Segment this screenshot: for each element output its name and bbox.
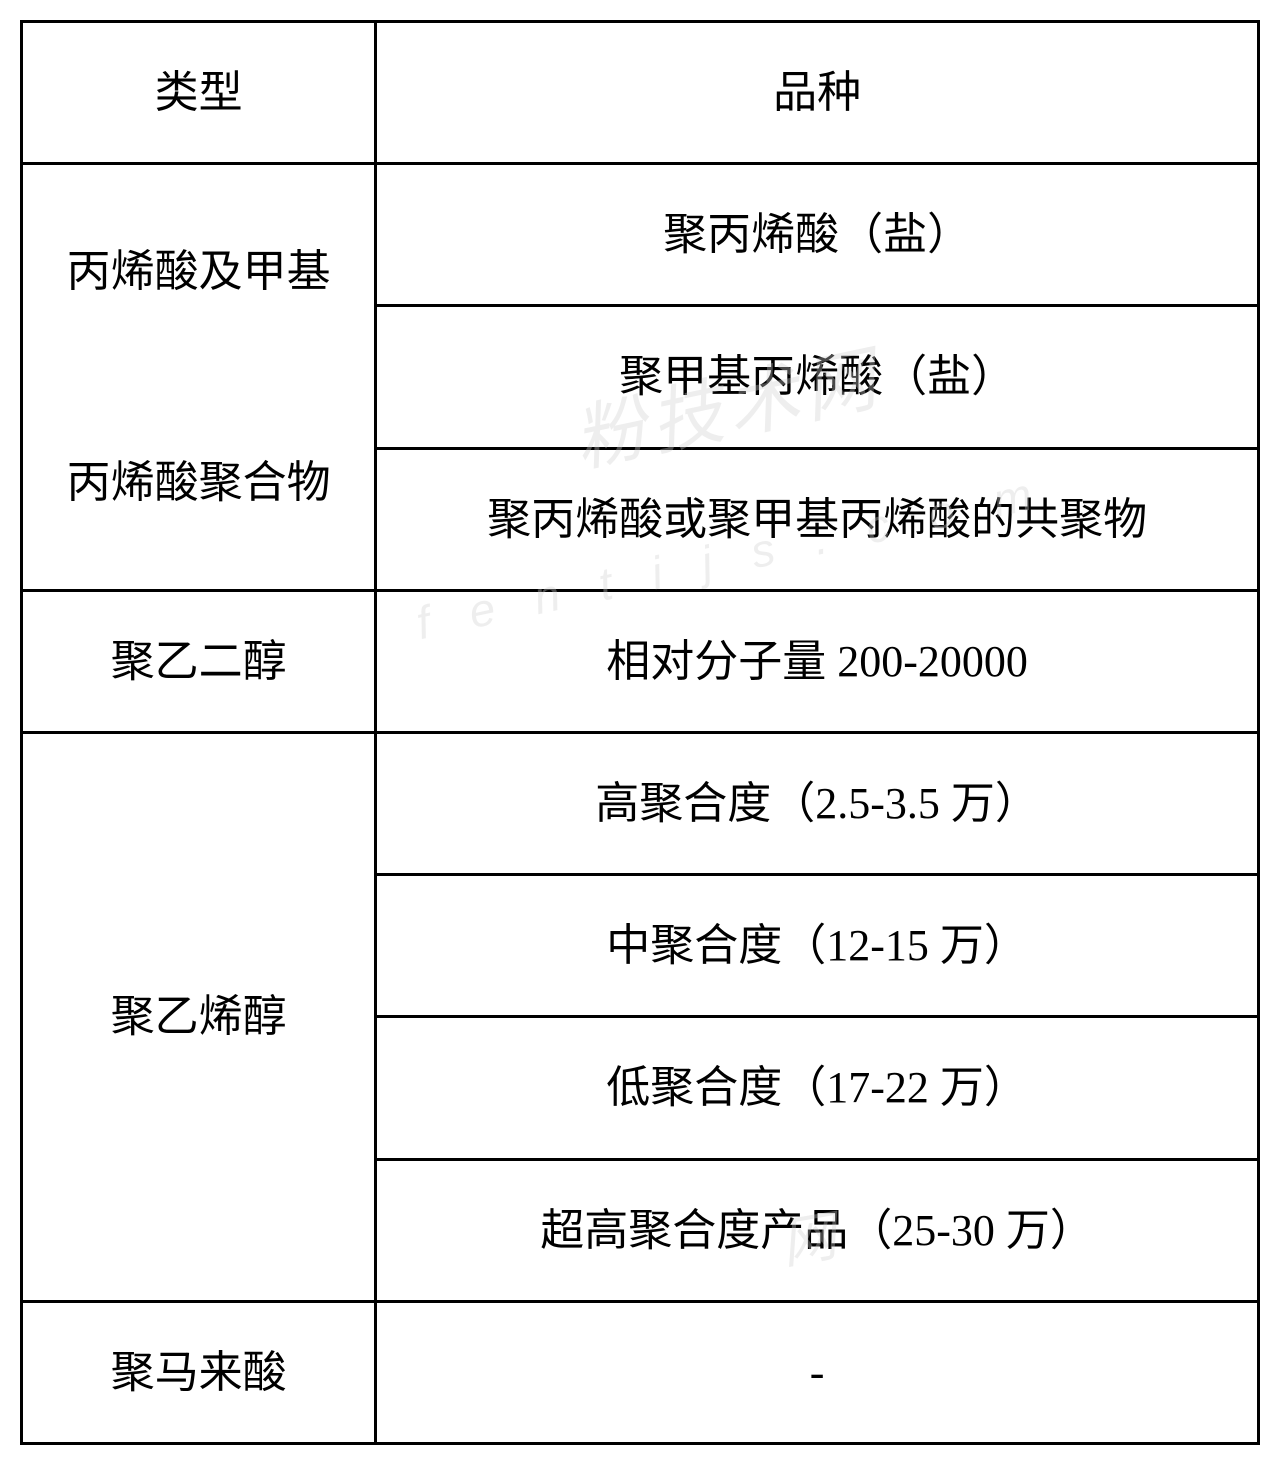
type-cell-peg: 聚乙二醇 — [22, 590, 376, 732]
table-row: 丙烯酸及甲基 丙烯酸聚合物 聚丙烯酸（盐） — [22, 164, 1259, 306]
variety-cell: 聚甲基丙烯酸（盐） — [376, 306, 1259, 448]
table-row: 聚马来酸 - — [22, 1301, 1259, 1443]
polymer-classification-table: 类型 品种 丙烯酸及甲基 丙烯酸聚合物 聚丙烯酸（盐） 聚甲基丙烯酸（盐） 聚丙… — [20, 20, 1260, 1445]
variety-cell: 低聚合度（17-22 万） — [376, 1017, 1259, 1159]
variety-cell: 相对分子量 200-20000 — [376, 590, 1259, 732]
type-label-line1: 丙烯酸及甲基 — [67, 247, 331, 296]
variety-cell: 高聚合度（2.5-3.5 万） — [376, 732, 1259, 874]
type-cell-pma: 聚马来酸 — [22, 1301, 376, 1443]
type-label-line2: 丙烯酸聚合物 — [67, 458, 331, 507]
type-cell-pva: 聚乙烯醇 — [22, 732, 376, 1301]
type-cell-acrylic: 丙烯酸及甲基 丙烯酸聚合物 — [22, 164, 376, 591]
variety-cell: 超高聚合度产品（25-30 万） — [376, 1159, 1259, 1301]
polymer-table-container: 粉技术网 f e n t i j s . c o m 网 类型 品种 丙烯酸及甲… — [20, 20, 1260, 1445]
table-row: 聚乙二醇 相对分子量 200-20000 — [22, 590, 1259, 732]
table-row: 聚乙烯醇 高聚合度（2.5-3.5 万） — [22, 732, 1259, 874]
header-variety: 品种 — [376, 22, 1259, 164]
header-type: 类型 — [22, 22, 376, 164]
table-header-row: 类型 品种 — [22, 22, 1259, 164]
variety-cell: 聚丙烯酸或聚甲基丙烯酸的共聚物 — [376, 448, 1259, 590]
variety-cell: - — [376, 1301, 1259, 1443]
variety-cell: 聚丙烯酸（盐） — [376, 164, 1259, 306]
variety-cell: 中聚合度（12-15 万） — [376, 875, 1259, 1017]
